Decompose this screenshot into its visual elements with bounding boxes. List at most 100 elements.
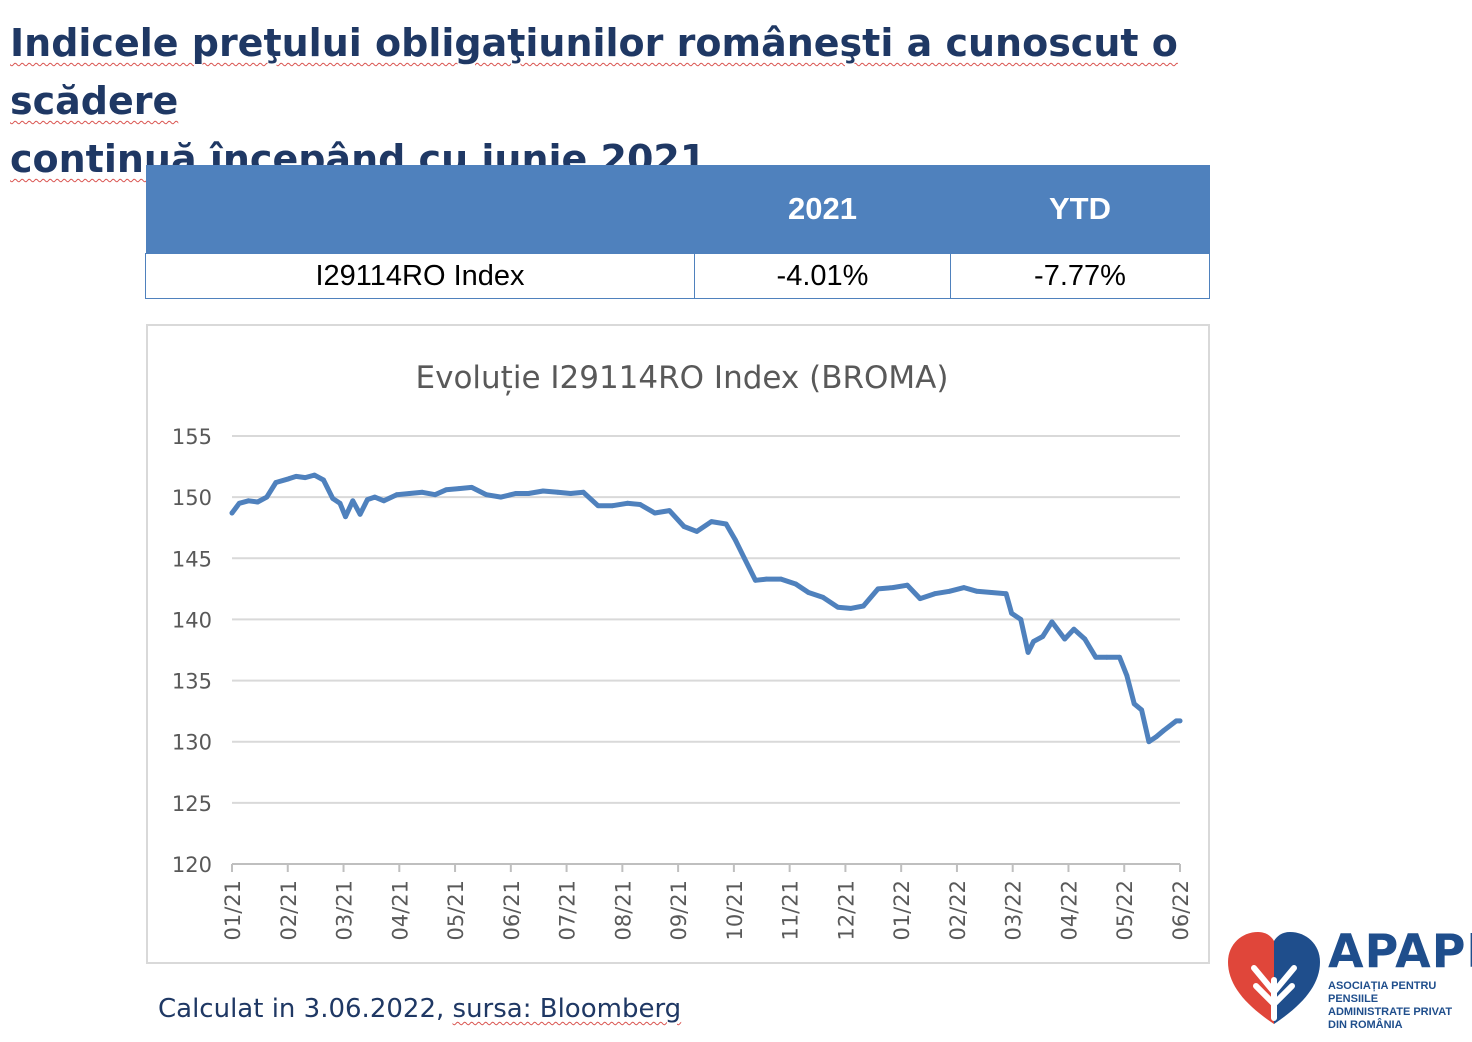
data-point: [1003, 591, 1009, 597]
data-point: [753, 577, 758, 583]
data-point: [917, 596, 923, 601]
y-tick-label: 145: [172, 547, 212, 571]
data-point: [343, 514, 348, 520]
data-point: [498, 494, 504, 500]
logo-subtitle: ASOCIAȚIA PENTRU PENSIILE ADMINISTRATE P…: [1328, 980, 1453, 1031]
data-point: [381, 498, 387, 504]
data-point: [1161, 728, 1166, 734]
data-point: [1104, 654, 1110, 660]
table-header-ytd: YTD: [950, 165, 1210, 254]
x-tick-label: 04/21: [388, 880, 412, 941]
data-point: [236, 500, 242, 506]
data-point: [875, 586, 881, 592]
table-cell-ytd-value: -7.77%: [950, 253, 1210, 299]
data-point: [848, 606, 853, 611]
data-point: [932, 591, 938, 597]
data-point: [904, 582, 910, 588]
data-point: [1146, 739, 1152, 745]
data-point: [890, 585, 896, 590]
y-tick-label: 155: [172, 425, 212, 449]
data-point: [1117, 654, 1122, 660]
chart-series: [229, 472, 1183, 745]
data-point: [443, 487, 449, 493]
chart-axes: 120 125 130 135 140 145 150 155 01/21 02/21 03/21 0…: [172, 425, 1193, 941]
data-point: [1153, 734, 1159, 740]
x-tick-label: 08/21: [611, 880, 635, 941]
x-tick-label: 02/22: [946, 880, 970, 941]
x-tick-label: 10/21: [723, 880, 747, 941]
table-cell-index-name: I29114RO Index: [145, 253, 695, 299]
performance-table: 2021 YTD I29114RO Index -4.01% -7.77%: [145, 165, 1210, 299]
y-tick-label: 120: [172, 853, 212, 877]
x-tick-label: 12/21: [834, 880, 858, 941]
data-point: [273, 480, 279, 485]
table-row: I29114RO Index -4.01% -7.77%: [145, 253, 1210, 299]
footer-source: sursa: Bloomberg: [452, 994, 682, 1024]
x-tick-label: 02/21: [277, 880, 301, 941]
footer-note: Calculat in 3.06.2022, sursa: Bloomberg: [158, 994, 681, 1024]
x-tick-label: 04/22: [1057, 880, 1081, 941]
data-point: [1071, 626, 1077, 632]
data-point: [961, 585, 967, 590]
x-tick-label: 06/21: [500, 880, 524, 941]
data-point: [394, 492, 400, 498]
y-tick-label: 135: [172, 670, 212, 694]
data-point: [581, 489, 586, 495]
data-point: [540, 488, 546, 494]
logo-name: APAPR: [1328, 924, 1472, 978]
x-tick-label: 05/21: [444, 880, 468, 941]
data-point: [456, 486, 462, 491]
data-point: [637, 502, 643, 507]
data-point: [264, 494, 270, 500]
data-point: [312, 472, 317, 478]
data-point: [820, 595, 826, 600]
data-point: [806, 590, 811, 595]
x-tick-label: 01/21: [221, 880, 245, 941]
data-point: [1139, 707, 1144, 713]
heart-logo-icon: [1228, 932, 1320, 1024]
data-point: [255, 499, 260, 505]
data-point: [365, 497, 370, 502]
data-point: [861, 603, 866, 609]
data-point: [229, 510, 235, 516]
page-title: Indicele preţului obligaţiunilor româneş…: [10, 14, 1310, 188]
data-point: [1124, 673, 1130, 679]
data-point: [432, 492, 438, 498]
data-point: [302, 475, 308, 480]
data-point: [555, 489, 561, 495]
data-point: [742, 555, 747, 561]
x-tick-label: 11/21: [779, 880, 803, 941]
table-cell-2021-value: -4.01%: [694, 253, 951, 299]
data-point: [1173, 718, 1179, 724]
data-point: [793, 581, 799, 587]
data-point: [337, 500, 343, 506]
table-header-empty: [145, 165, 695, 254]
data-point: [321, 477, 326, 483]
table-header-row: 2021 YTD: [145, 165, 1210, 254]
data-point: [469, 485, 475, 490]
y-tick-label: 125: [172, 792, 212, 816]
data-point: [989, 590, 994, 595]
data-point: [723, 521, 729, 527]
data-point: [681, 524, 687, 529]
data-point: [526, 491, 531, 496]
data-point: [1025, 650, 1031, 655]
data-point: [246, 498, 251, 504]
x-tick-label: 03/22: [1002, 880, 1026, 941]
chart-gridlines: [232, 435, 1180, 804]
data-point: [694, 529, 700, 534]
data-point: [1131, 701, 1137, 707]
data-point: [1031, 639, 1036, 644]
x-tick-label: 07/21: [556, 880, 580, 941]
data-point: [293, 474, 299, 479]
data-point: [732, 537, 738, 543]
chart-container: 120 125 130 135 140 145 150 155 01/21 02/21 03/21 0…: [146, 324, 1210, 964]
x-tick-label: 01/22: [890, 880, 914, 941]
footer-date: Calculat in 3.06.2022,: [158, 994, 453, 1024]
data-point: [407, 491, 412, 496]
chart-title: Evoluție I29114RO Index (BROMA): [416, 360, 949, 396]
data-point: [1093, 654, 1099, 660]
x-tick-label: 03/21: [333, 880, 357, 941]
data-point: [484, 492, 489, 498]
line-chart: 120 125 130 135 140 145 150 155 01/21 02/21 03/21 0…: [172, 360, 1193, 941]
